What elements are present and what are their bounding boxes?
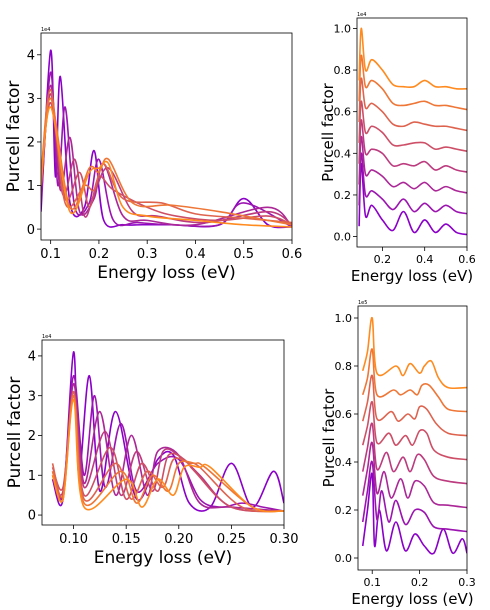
y-tick-label: 2 <box>27 136 35 151</box>
x-tick-label: 0.20 <box>164 532 193 547</box>
y-tick-label: 3 <box>28 389 36 404</box>
y-tick-label: 0 <box>27 223 35 238</box>
x-axis-label: Energy loss (eV) <box>351 590 473 608</box>
series-line-1 <box>51 351 284 512</box>
series-line-7 <box>361 348 467 413</box>
y-tick-label: 0.4 <box>334 147 352 160</box>
y-axis-label: Purcell factor <box>4 81 24 193</box>
chart-bottom-left: 0.10 0.15 0.20 0.25 0.30 0 1 2 3 4 1e4 Energy loss … <box>5 334 298 568</box>
y-tick-label: 1.0 <box>334 22 352 35</box>
x-axis-label: Energy loss (eV) <box>351 267 473 285</box>
series-line-4 <box>361 422 467 485</box>
x-tick-label: 0.3 <box>458 576 476 589</box>
series-line-7 <box>358 54 467 111</box>
series-line-5 <box>361 401 467 461</box>
x-tick-label: 0.6 <box>458 253 476 266</box>
y-tick-label: 1 <box>27 179 35 194</box>
series-line-8 <box>51 398 284 513</box>
series-line-3 <box>51 382 284 512</box>
x-tick-label: 0.1 <box>363 576 381 589</box>
y-tick-label: 0.6 <box>335 408 353 421</box>
chart-bottom-right: 0.1 0.2 0.3 0.0 0.2 0.4 0.6 0.8 1.0 1e5 Energy los… <box>320 300 476 608</box>
y-axis-label: Purcell factor <box>319 82 337 181</box>
series-line-1 <box>358 162 467 236</box>
x-tick-label: 0.2 <box>89 247 110 262</box>
series-line-2 <box>361 460 467 533</box>
series-line-3 <box>358 135 467 194</box>
series-line-2 <box>41 71 292 228</box>
x-tick-label: 0.5 <box>233 247 254 262</box>
y-tick-label: 0.6 <box>334 106 352 119</box>
offset-label: 1e5 <box>358 300 367 306</box>
offset-label: 1e4 <box>357 12 366 18</box>
x-axis-label: Energy loss (eV) <box>97 263 236 283</box>
series-group <box>51 351 284 513</box>
series-line-7 <box>51 394 284 513</box>
series-line-2 <box>358 152 467 215</box>
y-tick-label: 3 <box>27 92 35 107</box>
plot-frame <box>356 17 468 248</box>
y-tick-label: 2 <box>28 429 36 444</box>
x-tick-label: 0.25 <box>217 532 246 547</box>
x-tick-label: 0.2 <box>411 576 429 589</box>
y-tick-label: 0 <box>28 509 36 524</box>
x-tick-label: 0.3 <box>137 247 158 262</box>
y-tick-label: 0.4 <box>335 456 353 469</box>
x-tick-label: 0.10 <box>59 532 88 547</box>
x-tick-label: 0.1 <box>40 247 61 262</box>
chart-top-right: 0.2 0.4 0.6 0.0 0.2 0.4 0.6 0.8 1.0 1e4 Energy los… <box>319 12 476 285</box>
y-tick-label: 4 <box>27 48 35 63</box>
y-tick-label: 0.8 <box>335 360 353 373</box>
x-tick-label: 0.30 <box>270 532 299 547</box>
y-tick-label: 0.2 <box>334 189 352 202</box>
x-tick-label: 0.2 <box>374 253 392 266</box>
y-tick-label: 0.2 <box>335 504 353 517</box>
y-tick-label: 0.0 <box>335 552 353 565</box>
y-tick-label: 0.8 <box>334 64 352 77</box>
plot-frame <box>41 339 285 526</box>
x-tick-label: 0.4 <box>185 247 206 262</box>
chart-top-left: 0.1 0.2 0.3 0.4 0.5 0.6 0 1 2 3 4 1e4 Energy loss (e… <box>4 27 302 283</box>
x-axis-label: Energy loss (eV) <box>94 548 233 568</box>
series-line-1 <box>361 472 467 555</box>
y-axis-label: Purcell factor <box>5 377 25 489</box>
x-tick-label: 0.6 <box>282 247 303 262</box>
x-tick-label: 0.15 <box>112 532 141 547</box>
series-line-3 <box>361 441 467 509</box>
series-line-8 <box>358 27 467 90</box>
series-line-6 <box>361 374 467 437</box>
plot-frame <box>40 32 293 241</box>
y-axis-label: Purcell factor <box>320 388 338 487</box>
y-tick-label: 4 <box>28 350 36 365</box>
y-tick-label: 0.0 <box>334 231 352 244</box>
series-line-5 <box>358 100 467 153</box>
y-tick-label: 1.0 <box>335 312 353 325</box>
series-group <box>361 317 467 555</box>
plot-frame <box>357 305 468 571</box>
series-line-7 <box>41 97 292 226</box>
series-line-4 <box>358 119 467 173</box>
series-line-6 <box>358 77 467 132</box>
x-tick-label: 0.4 <box>416 253 434 266</box>
series-line-8 <box>361 317 467 390</box>
series-group <box>358 27 467 236</box>
series-line-8 <box>41 106 292 228</box>
offset-label: 1e4 <box>41 27 50 33</box>
y-tick-label: 1 <box>28 469 36 484</box>
offset-label: 1e4 <box>42 334 51 340</box>
series-group <box>41 49 292 229</box>
